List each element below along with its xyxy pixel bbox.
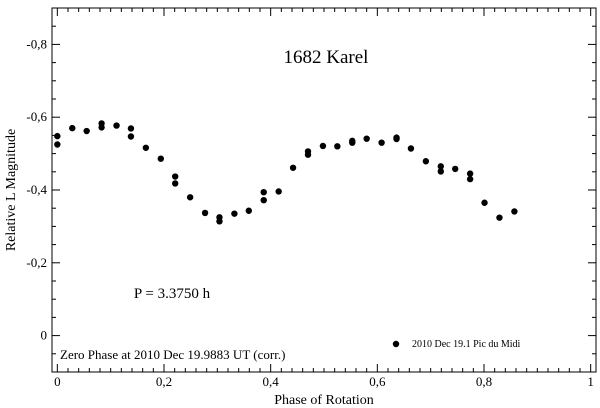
data-point [452, 165, 459, 173]
data-point [69, 124, 76, 132]
y-tick-label: -0,8 [26, 36, 47, 51]
data-point [113, 122, 120, 129]
data-point [231, 210, 238, 217]
data-point [407, 145, 415, 152]
data-point [54, 132, 61, 140]
axis-ticks [52, 7, 596, 372]
period-label: P = 3.3750 h [134, 286, 211, 302]
x-tick-label: 0,4 [263, 374, 280, 389]
data-point [496, 214, 503, 221]
x-tick-label: 1 [587, 374, 594, 389]
data-point [334, 143, 341, 150]
y-tick-label: 0 [41, 328, 48, 343]
data-points [54, 120, 518, 225]
data-point [393, 135, 400, 143]
data-point [172, 180, 179, 187]
data-point [127, 125, 135, 132]
data-point [157, 155, 164, 162]
data-point [422, 158, 430, 165]
data-point [142, 144, 150, 151]
zero-phase-label: Zero Phase at 2010 Dec 19.9883 UT (corr.… [60, 347, 285, 362]
data-point [275, 188, 282, 195]
data-point [437, 168, 444, 175]
y-tick-label: -0,6 [26, 109, 47, 124]
data-point [127, 133, 135, 140]
data-point [466, 175, 474, 183]
y-axis-label: Relative L Magnitude [4, 129, 19, 251]
data-point [98, 124, 105, 131]
data-point [437, 163, 444, 170]
data-point [289, 164, 297, 171]
data-point [172, 173, 179, 180]
data-point [481, 199, 488, 206]
x-tick-label: 0,6 [369, 374, 386, 389]
data-point [216, 218, 223, 225]
data-point [54, 141, 61, 148]
legend-label: 2010 Dec 19.1 Pic du Midi [412, 339, 521, 350]
chart-title: 1682 Karel [284, 47, 369, 68]
data-point [511, 208, 518, 215]
y-tick-label: -0,2 [26, 255, 47, 270]
data-point [363, 135, 370, 142]
data-point [260, 196, 267, 204]
x-tick-label: 0,2 [156, 374, 172, 389]
data-point [349, 139, 356, 146]
x-tick-label: 0,8 [476, 374, 492, 389]
y-tick-labels: 0 -0,2 -0,4 -0,6 -0,8 [26, 36, 47, 342]
x-tick-labels: 0 0,2 0,4 0,6 0,8 1 [54, 374, 594, 389]
data-point [466, 170, 474, 177]
data-point [186, 194, 194, 201]
legend-marker [392, 340, 400, 348]
data-point [245, 207, 252, 214]
data-point [260, 188, 267, 196]
data-point [319, 142, 327, 150]
data-point [201, 209, 209, 217]
x-tick-label: 0 [54, 374, 61, 389]
y-tick-label: -0,4 [26, 182, 47, 197]
data-point [83, 127, 90, 135]
data-point [378, 139, 385, 146]
data-point [304, 151, 312, 158]
x-axis-label: Phase of Rotation [274, 393, 374, 408]
